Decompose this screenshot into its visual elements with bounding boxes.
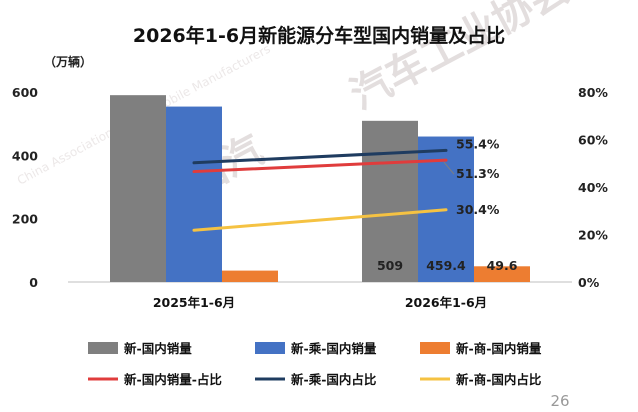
- bars: [110, 95, 530, 283]
- line-data-label: 51.3%: [456, 166, 500, 181]
- lines: [192, 148, 448, 232]
- series-line: [192, 158, 448, 174]
- y-left-tick-label: 600: [12, 85, 38, 100]
- leader-line: [443, 161, 455, 175]
- bar-data-label: 459.4: [426, 258, 466, 273]
- y-left-tick-label: 200: [12, 212, 38, 227]
- x-tick-label: 2026年1-6月: [405, 295, 487, 310]
- bar: [166, 106, 222, 282]
- y-right-tick-label: 60%: [578, 133, 608, 148]
- bar: [110, 95, 166, 283]
- chart-title: 2026年1-6月新能源分车型国内销量及占比: [133, 24, 505, 47]
- page-number: 26: [550, 392, 569, 410]
- y-left-tick-label: 0: [29, 275, 38, 290]
- legend-label: 新-国内销量: [124, 341, 192, 356]
- legend-swatch: [255, 342, 285, 354]
- y-right-tick-label: 40%: [578, 180, 608, 195]
- y-right-tick-label: 80%: [578, 85, 608, 100]
- bar-data-label: 509: [377, 258, 403, 273]
- y-right-tick-label: 0%: [578, 275, 600, 290]
- legend-label: 新-商-国内销量: [456, 341, 542, 356]
- legend-label: 新-国内销量-占比: [124, 372, 222, 387]
- legend-swatch: [420, 342, 450, 354]
- line-data-label: 55.4%: [456, 136, 500, 151]
- bar-data-label: 49.6: [487, 258, 518, 273]
- legend-swatch: [88, 342, 118, 354]
- bar: [222, 270, 278, 282]
- series-line: [192, 208, 448, 232]
- axes: 0 200 400 600 0% 20% 40% 60% 80% 2025年1-6月 2026年1-…: [12, 85, 608, 310]
- y-left-tick-label: 400: [12, 148, 38, 163]
- bar: [474, 266, 530, 282]
- y-left-unit: （万辆）: [44, 54, 92, 69]
- legend-label: 新-商-国内占比: [456, 372, 542, 387]
- legend-label: 新-乘-国内占比: [291, 372, 377, 387]
- legend-label: 新-乘-国内销量: [291, 341, 377, 356]
- y-right-tick-label: 20%: [578, 228, 608, 243]
- data-labels: 509 459.4 49.6 51.3% 55.4% 30.4%: [377, 136, 518, 273]
- bar: [362, 120, 418, 282]
- series-line: [192, 148, 448, 165]
- watermark-main: 汽车工业协会: [343, 0, 577, 119]
- x-tick-label: 2025年1-6月: [153, 295, 235, 310]
- line-data-label: 30.4%: [456, 202, 500, 217]
